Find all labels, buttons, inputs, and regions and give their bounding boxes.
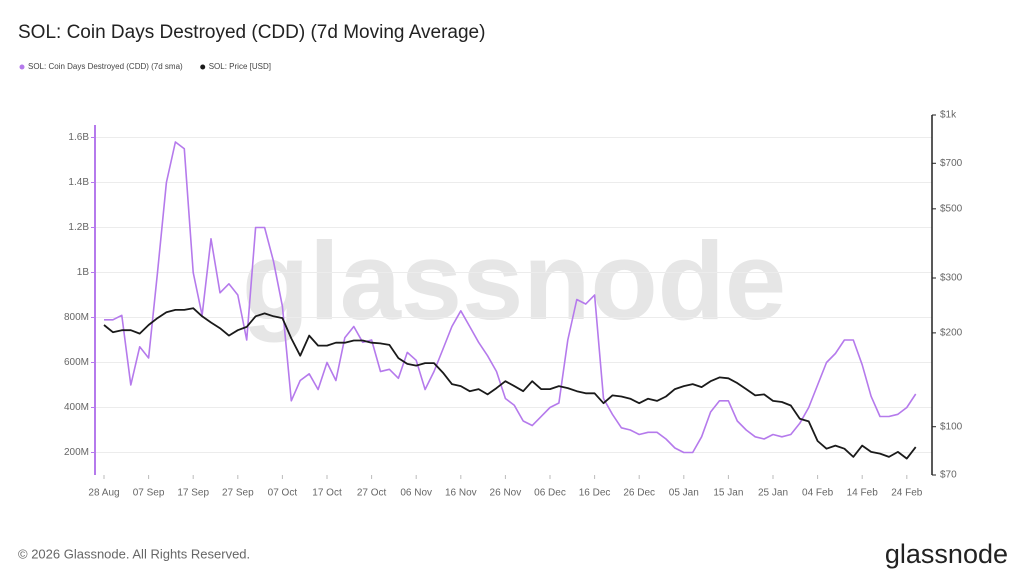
x-tick-label: 25 Jan: [758, 488, 788, 499]
series-line: [103, 307, 917, 460]
logo: glassnode: [885, 539, 1008, 569]
y2-tick-label: $700: [940, 158, 963, 169]
x-tick-label: 28 Aug: [88, 488, 119, 499]
series-line: [104, 141, 917, 454]
x-tick-label: 04 Feb: [802, 488, 834, 499]
x-tick-label: 07 Sep: [133, 488, 165, 499]
chart-title: SOL: Coin Days Destroyed (CDD) (7d Movin…: [18, 22, 485, 43]
x-tick-label: 07 Oct: [268, 488, 298, 499]
x-tick-label: 17 Sep: [177, 488, 209, 499]
x-tick-label: 17 Oct: [312, 488, 342, 499]
y2-tick-label: $200: [940, 328, 963, 339]
y-tick-label: 600M: [64, 357, 89, 368]
y2-tick-label: $70: [940, 470, 957, 481]
y2-tick-label: $1k: [940, 110, 957, 121]
x-tick-label: 05 Jan: [669, 488, 699, 499]
y-tick-label: 200M: [64, 447, 89, 458]
y-tick-label: 800M: [64, 312, 89, 323]
x-tick-label: 26 Nov: [490, 488, 522, 499]
x-tick-label: 27 Oct: [357, 488, 387, 499]
legend-marker: [19, 64, 25, 70]
x-tick-label: 15 Jan: [713, 488, 743, 499]
watermark: glassnode: [242, 220, 786, 343]
x-tick-label: 16 Nov: [445, 488, 477, 499]
x-tick-label: 26 Dec: [623, 488, 655, 499]
y-tick-label: 1B: [77, 267, 90, 278]
y2-tick-label: $500: [940, 203, 963, 214]
x-tick-label: 24 Feb: [891, 488, 923, 499]
legend-label: SOL: Coin Days Destroyed (CDD) (7d sma): [28, 62, 183, 71]
legend-marker: [200, 64, 206, 70]
y2-tick-label: $300: [940, 273, 963, 284]
legend-label: SOL: Price [USD]: [209, 62, 271, 71]
y-tick-label: 400M: [64, 402, 89, 413]
x-tick-label: 14 Feb: [847, 488, 879, 499]
footer: © 2026 Glassnode. All Rights Reserved.: [18, 546, 250, 561]
x-tick-label: 16 Dec: [579, 488, 611, 499]
y-tick-label: 1.4B: [68, 177, 89, 188]
y2-tick-label: $100: [940, 421, 963, 432]
y-tick-label: 1.2B: [68, 222, 89, 233]
x-tick-label: 27 Sep: [222, 488, 254, 499]
y-tick-label: 1.6B: [68, 132, 89, 143]
x-tick-label: 06 Dec: [534, 488, 566, 499]
x-tick-label: 06 Nov: [400, 488, 432, 499]
